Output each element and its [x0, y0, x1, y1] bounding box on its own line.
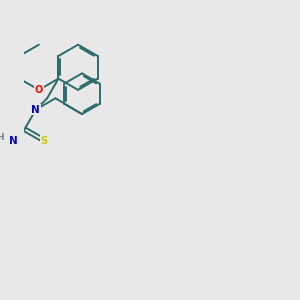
Text: N: N: [9, 136, 18, 146]
Text: N: N: [32, 105, 40, 115]
Text: S: S: [41, 136, 48, 146]
Text: H: H: [0, 133, 4, 142]
Text: O: O: [35, 85, 43, 95]
